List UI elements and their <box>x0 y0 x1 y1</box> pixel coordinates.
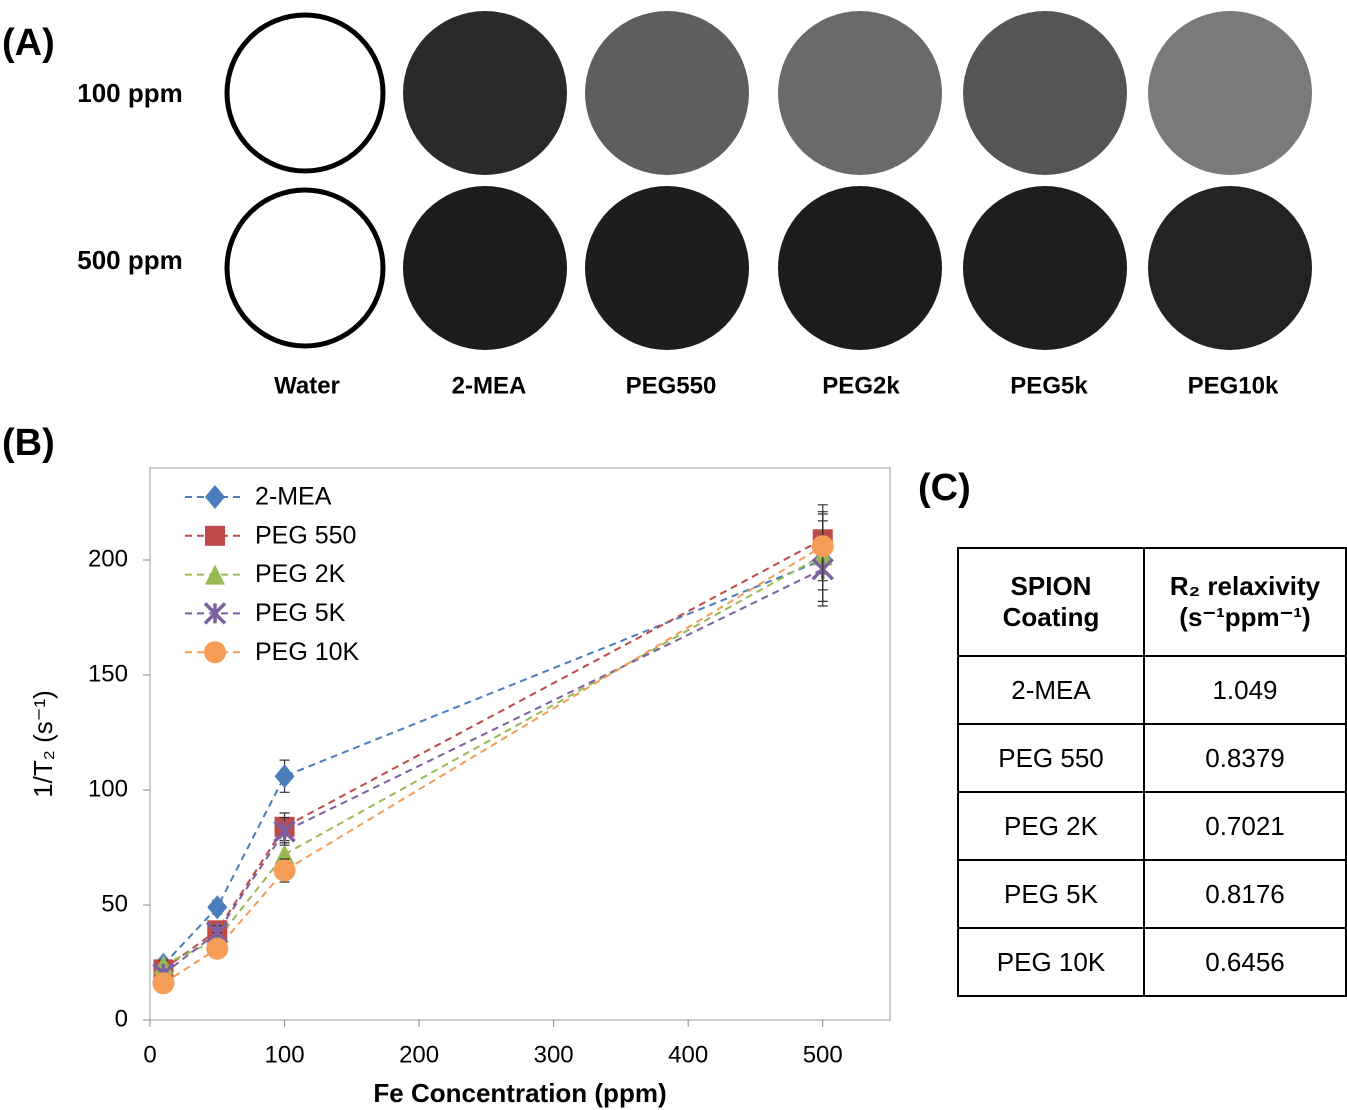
panel-label: (A) <box>2 22 55 64</box>
phantom <box>403 11 567 175</box>
phantom <box>227 15 383 171</box>
column-label: PEG2k <box>822 372 900 399</box>
x-tick-label: 300 <box>534 1041 574 1068</box>
x-tick-label: 100 <box>265 1041 305 1068</box>
legend-marker <box>205 485 225 509</box>
page: (A) (B) (C) 100 ppm 500 ppm Water 2-MEA … <box>0 0 1347 1110</box>
table-header: SPION Coating R₂ relaxivity (s⁻¹ppm⁻¹) <box>958 548 1346 656</box>
phantom <box>1148 11 1312 175</box>
x-axis-label: Fe Concentration (ppm) <box>373 1078 666 1108</box>
marker <box>275 764 295 788</box>
phantom <box>585 186 749 350</box>
legend-label: 2-MEA <box>255 483 332 511</box>
table-cell: 0.6456 <box>1144 928 1346 996</box>
table-cell: 0.7021 <box>1144 792 1346 860</box>
column-label: Water <box>274 372 340 399</box>
phantom <box>1148 186 1312 350</box>
legend-label: PEG 550 <box>255 521 356 549</box>
panel-label: (B) <box>2 422 55 464</box>
marker <box>812 535 834 557</box>
panel-label: (C) <box>918 467 971 509</box>
phantom <box>585 11 749 175</box>
phantom <box>227 190 383 346</box>
row-label: 100 ppm <box>77 78 183 108</box>
y-tick-label: 50 <box>101 890 128 917</box>
marker <box>152 972 174 994</box>
header-cell: R₂ relaxivity (s⁻¹ppm⁻¹) <box>1144 548 1346 656</box>
plot-area <box>150 468 890 1020</box>
legend-label: PEG 10K <box>255 638 360 666</box>
table-cell: PEG 5K <box>958 860 1144 928</box>
x-tick-label: 0 <box>143 1041 156 1068</box>
phantom <box>963 11 1127 175</box>
y-tick-label: 0 <box>115 1005 128 1032</box>
y-tick-label: 200 <box>88 545 128 572</box>
series-line <box>163 569 822 974</box>
column-label: PEG10k <box>1188 372 1279 399</box>
y-axis-label: 1/T₂ (s⁻¹) <box>28 690 58 798</box>
table-cell: PEG 2K <box>958 792 1144 860</box>
phantom <box>963 186 1127 350</box>
table-cell: PEG 550 <box>958 724 1144 792</box>
y-tick-label: 100 <box>88 775 128 802</box>
column-label: PEG5k <box>1010 372 1088 399</box>
table-cell: 2-MEA <box>958 656 1144 724</box>
table-cell: 1.049 <box>1144 656 1346 724</box>
marker <box>206 938 228 960</box>
marker <box>207 895 227 919</box>
column-label: 2-MEA <box>452 372 527 399</box>
header-cell: SPION Coating <box>958 548 1144 656</box>
table-cell: PEG 10K <box>958 928 1144 996</box>
phantom <box>778 186 942 350</box>
x-tick-label: 500 <box>803 1041 843 1068</box>
relaxivity-table: SPION Coating R₂ relaxivity (s⁻¹ppm⁻¹) 2… <box>957 547 1347 997</box>
phantom-images <box>227 11 1312 350</box>
x-tick-label: 400 <box>668 1041 708 1068</box>
table-cell: 0.8176 <box>1144 860 1346 928</box>
legend-label: PEG 5K <box>255 599 346 627</box>
phantom <box>403 186 567 350</box>
column-label: PEG550 <box>626 372 717 399</box>
phantom <box>778 11 942 175</box>
legend-marker <box>205 526 225 546</box>
marker <box>274 860 296 882</box>
x-tick-label: 200 <box>399 1041 439 1068</box>
y-tick-label: 150 <box>88 660 128 687</box>
legend-marker <box>204 641 226 663</box>
legend-label: PEG 2K <box>255 560 346 588</box>
table-cell: 0.8379 <box>1144 724 1346 792</box>
row-label: 500 ppm <box>77 245 183 275</box>
